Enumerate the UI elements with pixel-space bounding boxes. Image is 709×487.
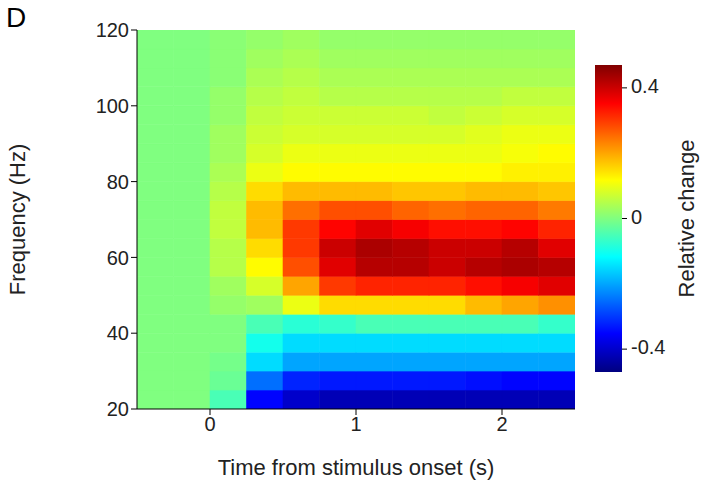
svg-text:80: 80 (107, 171, 129, 193)
svg-text:40: 40 (107, 322, 129, 344)
svg-text:0: 0 (631, 206, 642, 228)
svg-text:60: 60 (107, 247, 129, 269)
svg-text:1: 1 (350, 413, 361, 435)
svg-text:Frequency (Hz): Frequency (Hz) (5, 144, 30, 296)
svg-text:Time from stimulus onset (s): Time from stimulus onset (s) (218, 455, 495, 480)
svg-text:Relative change: Relative change (674, 140, 699, 298)
svg-text:0: 0 (204, 413, 215, 435)
html-text:D: D (6, 2, 27, 33)
svg-text:2: 2 (496, 413, 507, 435)
svg-text:0.4: 0.4 (631, 75, 659, 97)
svg-text:-0.4: -0.4 (631, 336, 665, 358)
svg-text:100: 100 (96, 95, 129, 117)
svg-text:120: 120 (96, 19, 129, 41)
svg-text:20: 20 (107, 398, 129, 420)
